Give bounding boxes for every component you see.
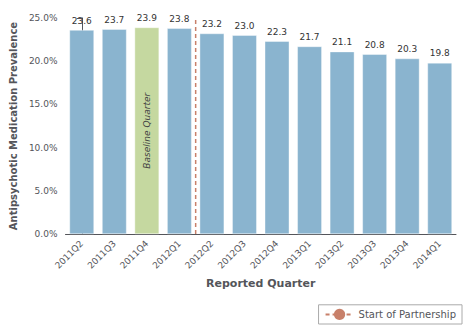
svg-text:2013Q3: 2013Q3: [346, 238, 378, 270]
svg-text:2012Q3: 2012Q3: [216, 238, 248, 270]
svg-text:20.0%: 20.0%: [29, 56, 58, 66]
svg-text:23.7: 23.7: [104, 15, 124, 25]
svg-text:Baseline Quarter: Baseline Quarter: [142, 92, 152, 169]
svg-text:2011Q2: 2011Q2: [53, 238, 85, 270]
svg-text:21.1: 21.1: [332, 37, 352, 47]
svg-text:15.0%: 15.0%: [29, 99, 58, 109]
svg-text:2013Q2: 2013Q2: [313, 238, 345, 270]
svg-text:2011Q4: 2011Q4: [118, 238, 150, 270]
svg-text:23.9: 23.9: [137, 13, 157, 23]
svg-text:2012Q4: 2012Q4: [248, 238, 280, 270]
svg-text:Antipsychotic Medication Preva: Antipsychotic Medication Prevalence: [8, 22, 19, 230]
svg-text:23.2: 23.2: [202, 19, 222, 29]
svg-text:2012Q1: 2012Q1: [151, 238, 183, 270]
svg-text:5.0%: 5.0%: [35, 186, 58, 196]
svg-text:0.0%: 0.0%: [35, 229, 58, 239]
svg-text:2012Q2: 2012Q2: [183, 238, 215, 270]
svg-text:23.6: 23.6: [72, 16, 92, 26]
svg-text:2013Q4: 2013Q4: [378, 238, 410, 270]
svg-text:20.3: 20.3: [397, 44, 417, 54]
svg-text:23.0: 23.0: [234, 21, 254, 31]
svg-text:Reported Quarter: Reported Quarter: [206, 277, 316, 290]
svg-text:2013Q1: 2013Q1: [281, 238, 313, 270]
svg-text:23.8: 23.8: [169, 14, 189, 24]
svg-text:22.3: 22.3: [267, 27, 287, 37]
svg-text:25.0%: 25.0%: [29, 13, 58, 23]
svg-text:10.0%: 10.0%: [29, 143, 58, 153]
svg-text:19.8: 19.8: [430, 48, 450, 58]
svg-text:2014Q1: 2014Q1: [411, 238, 443, 270]
svg-text:Start of Partnership: Start of Partnership: [359, 309, 456, 320]
svg-text:2011Q3: 2011Q3: [86, 238, 118, 270]
svg-text:20.8: 20.8: [365, 40, 385, 50]
svg-text:21.7: 21.7: [300, 32, 320, 42]
